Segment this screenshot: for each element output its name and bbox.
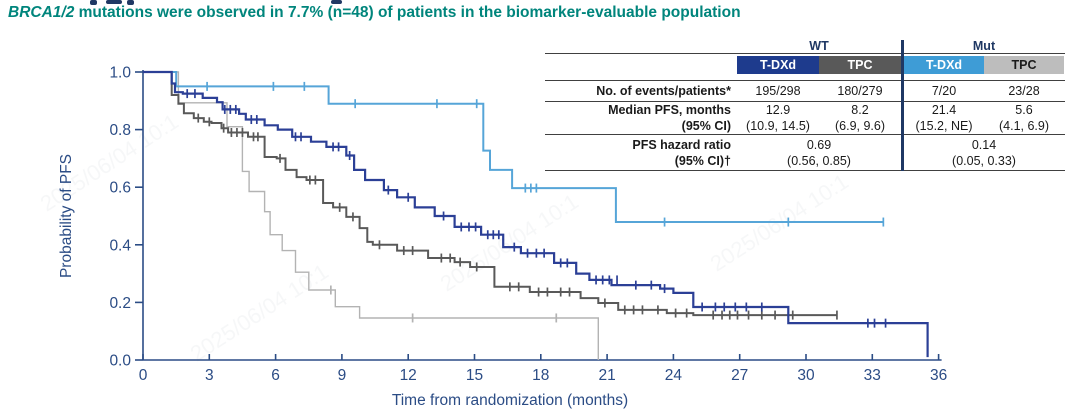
events-mut-tpc: 23/28 [1008, 84, 1040, 98]
table-rule [545, 53, 1065, 54]
y-tick-label: 1.0 [109, 65, 131, 82]
row-label-median: Median PFS, months (95% CI) [545, 103, 731, 134]
table-rule [545, 80, 1065, 81]
hr-value: 0.14 [971, 138, 997, 152]
median-ci-value: (10.9, 14.5) [746, 118, 810, 133]
y-tick-label: 0.0 [109, 353, 131, 370]
group-header-mut: Mut [972, 39, 996, 53]
km-curve-wt-tpc [143, 71, 837, 317]
hr-ci-value: (0.56, 0.85) [787, 154, 851, 168]
clipped-heading-fragment [331, 0, 342, 4]
x-tick-label: 27 [731, 367, 748, 384]
median-value: 12.9 [765, 103, 791, 117]
x-axis-title: Time from randomization (months) [391, 392, 629, 409]
hazard-ratio-mut: 0.14 (0.05, 0.33) [904, 137, 1064, 169]
events-wt-tpc: 180/279 [837, 84, 883, 98]
hr-ci-value: (0.05, 0.33) [952, 154, 1016, 168]
wt-mut-divider [901, 40, 904, 171]
median-mut-tdxd: 21.4 (15.2, NE) [904, 103, 984, 134]
clipped-heading-fragment [90, 0, 97, 5]
arm-header-mut-tpc: TPC [984, 56, 1064, 74]
hr-label-line1: PFS hazard ratio [632, 138, 731, 152]
arm-header-mut-tdxd: T-DXd [904, 56, 984, 74]
median-value: 8.2 [851, 103, 869, 117]
median-label-line2: (95% CI) [681, 118, 731, 133]
hr-value: 0.69 [806, 138, 832, 152]
table-rule [545, 101, 1065, 102]
clipped-heading-fragment [106, 0, 122, 4]
x-tick-label: 30 [797, 367, 815, 384]
median-wt-tdxd: 12.9 (10.9, 14.5) [737, 103, 819, 134]
hazard-ratio-wt: 0.69 (0.56, 0.85) [737, 137, 901, 169]
x-tick-label: 18 [532, 367, 549, 384]
x-tick-label: 12 [400, 367, 417, 384]
median-ci-value: (4.1, 6.9) [998, 118, 1050, 133]
row-label-hazard-ratio: PFS hazard ratio (95% CI)† [545, 137, 731, 169]
events-mut-tdxd: 7/20 [931, 84, 957, 98]
slide-subtitle: BRCA1/2 mutations were observed in 7.7% … [8, 4, 741, 22]
y-tick-label: 0.8 [109, 122, 131, 139]
events-wt-tdxd: 195/298 [755, 84, 801, 98]
arm-header-wt-tdxd: T-DXd [737, 56, 819, 74]
y-tick-label: 0.2 [109, 295, 131, 312]
x-tick-label: 9 [338, 367, 347, 384]
x-tick-label: 3 [205, 367, 214, 384]
x-tick-label: 24 [665, 367, 683, 384]
median-wt-tpc: 8.2 (6.9, 9.6) [819, 103, 901, 134]
km-curve-wt-tdxd [143, 70, 929, 358]
results-table: WT Mut T-DXd TPC T-DXd TPC No. of events… [545, 40, 1065, 172]
y-tick-label: 0.6 [109, 180, 131, 197]
table-rule [545, 170, 1065, 171]
median-ci-value: (6.9, 9.6) [834, 118, 886, 133]
group-header-wt: WT [809, 39, 829, 53]
y-tick-label: 0.4 [109, 237, 131, 254]
row-label-events: No. of events/patients* [596, 84, 731, 98]
subtitle-text: mutations were observed in 7.7% (n=48) o… [74, 4, 741, 21]
y-axis-title: Probability of PFS [58, 153, 75, 279]
km-curve-mut-tpc [143, 71, 599, 360]
x-tick-label: 33 [864, 367, 881, 384]
x-tick-label: 6 [271, 367, 280, 384]
median-mut-tpc: 5.6 (4.1, 6.9) [984, 103, 1064, 134]
median-ci-value: (15.2, NE) [915, 118, 973, 133]
subtitle-gene-name: BRCA1/2 [8, 4, 75, 21]
arm-header-wt-tpc: TPC [819, 56, 901, 74]
x-tick-label: 0 [139, 367, 148, 384]
x-tick-label: 15 [466, 367, 483, 384]
x-tick-label: 21 [598, 367, 615, 384]
table-rule [545, 134, 1065, 135]
clipped-heading-fragment [127, 0, 134, 5]
x-tick-label: 36 [930, 367, 947, 384]
median-label-line1: Median PFS, months [608, 103, 731, 117]
median-value: 5.6 [1015, 103, 1033, 117]
median-value: 21.4 [931, 103, 957, 117]
km-curve-mut-tdxd [143, 71, 884, 223]
hr-label-line2: (95% CI)† [674, 154, 731, 168]
